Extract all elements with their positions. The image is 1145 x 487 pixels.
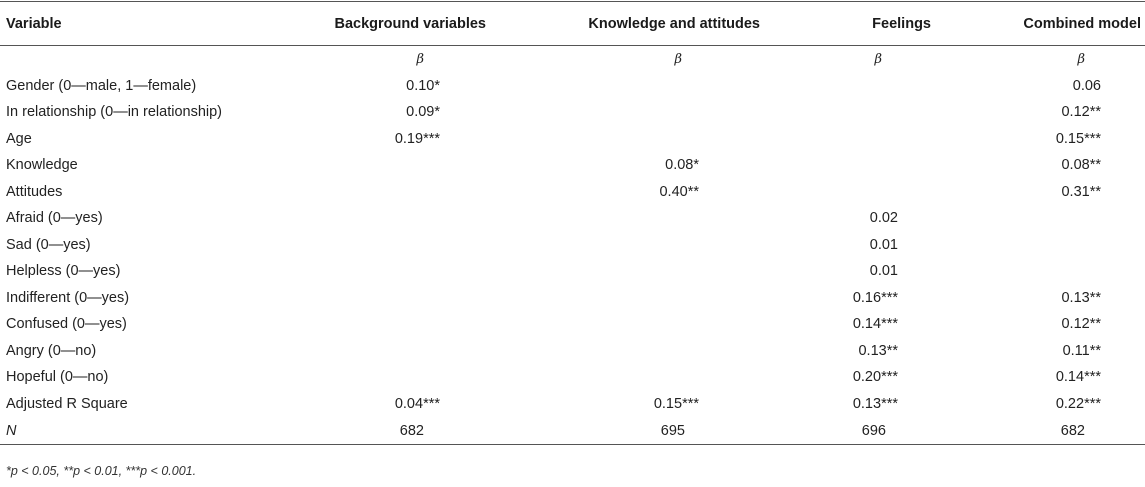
row-label: Sad (0—yes) [6, 236, 91, 253]
table-cell: 682 [935, 417, 1145, 445]
row-label: Gender (0—male, 1—female) [6, 77, 197, 94]
table-cell [300, 338, 515, 365]
table-cell: 0.01 [869, 236, 898, 253]
beta-row: β β β β [0, 46, 1145, 73]
row-label: N [0, 417, 300, 445]
table-cell: 0.14*** [852, 316, 898, 333]
table-cell: 0.13** [858, 342, 898, 359]
table-cell [785, 179, 935, 206]
row-label: Indifferent (0—yes) [6, 289, 130, 306]
table-cell [935, 205, 1145, 232]
header-row: Variable Background variables Knowledge … [0, 1, 1145, 46]
table-cell: 0.14*** [1055, 369, 1101, 386]
table-cell [515, 205, 785, 232]
table-cell [300, 152, 515, 179]
header-combined-model: Combined model [935, 1, 1145, 46]
row-label: In relationship (0—in relationship) [6, 104, 222, 121]
beta-cell: β [674, 51, 682, 67]
row-label: Helpless (0—yes) [6, 263, 121, 280]
table-cell: 0.01 [869, 263, 898, 280]
table-cell [300, 285, 515, 312]
table-cell: 0.08** [1061, 157, 1101, 174]
table-cell [515, 311, 785, 338]
table-cell [785, 73, 935, 100]
table-row: In relationship (0—in relationship) 0.09*… [0, 99, 1145, 126]
footnote: *p < 0.05, **p < 0.01, ***p < 0.001. [6, 464, 197, 478]
table-row: Afraid (0—yes) 0.02 [0, 205, 1145, 232]
table-row: Helpless (0—yes) 0.01 [0, 258, 1145, 285]
table-cell: 0.20*** [852, 369, 898, 386]
table-cell: 0.15*** [653, 395, 699, 412]
table-cell: 0.19*** [394, 130, 440, 147]
table-cell [515, 364, 785, 391]
table-cell [300, 205, 515, 232]
table-cell [515, 99, 785, 126]
table-cell: 0.12** [1061, 104, 1101, 121]
row-label: Confused (0—yes) [6, 316, 127, 333]
table-cell [785, 126, 935, 153]
header-feelings: Feelings [785, 1, 935, 46]
table-cell: 0.22*** [1055, 395, 1101, 412]
row-label: Hopeful (0—no) [6, 369, 109, 386]
header-background-variables: Background variables [300, 1, 515, 46]
table-row: Attitudes 0.40** 0.31** [0, 179, 1145, 206]
table-row: Confused (0—yes) 0.14*** 0.12** [0, 311, 1145, 338]
table-row: Indifferent (0—yes) 0.16*** 0.13** [0, 285, 1145, 312]
n-row: N 682 695 696 682 [0, 417, 1145, 445]
table-cell: 0.10* [406, 77, 440, 94]
table-row: Adjusted R Square 0.04*** 0.15*** 0.13*** 0.… [0, 391, 1145, 418]
table-row: Sad (0—yes) 0.01 [0, 232, 1145, 259]
table-cell [785, 99, 935, 126]
regression-table: Variable Background variables Knowledge … [0, 1, 1145, 445]
table-cell [515, 232, 785, 259]
row-label: Angry (0—no) [6, 342, 97, 359]
table-cell [785, 152, 935, 179]
table-row: Knowledge 0.08* 0.08** [0, 152, 1145, 179]
table-cell: 0.31** [1061, 183, 1101, 200]
table-cell [935, 258, 1145, 285]
table-row: Gender (0—male, 1—female) 0.10* 0.06 [0, 73, 1145, 100]
table-cell [300, 258, 515, 285]
beta-cell: β [1077, 51, 1085, 67]
table-cell: 695 [515, 417, 785, 445]
table-cell: 0.12** [1061, 316, 1101, 333]
header-variable: Variable [0, 1, 300, 46]
table-cell: 0.13** [1061, 289, 1101, 306]
row-label: Adjusted R Square [6, 395, 128, 412]
beta-cell [0, 46, 300, 73]
table-cell [935, 232, 1145, 259]
beta-cell: β [416, 51, 424, 67]
table-cell [515, 73, 785, 100]
beta-cell: β [874, 51, 882, 67]
table-cell: 0.13*** [852, 395, 898, 412]
table-cell: 0.09* [406, 104, 440, 121]
table-cell [300, 179, 515, 206]
table-cell: 0.02 [869, 210, 898, 227]
table-cell [515, 258, 785, 285]
table-cell: 0.06 [1072, 77, 1101, 94]
table-cell [300, 311, 515, 338]
table-cell: 0.15*** [1055, 130, 1101, 147]
table-cell [300, 364, 515, 391]
table-cell: 682 [300, 417, 515, 445]
row-label: Afraid (0—yes) [6, 210, 103, 227]
table-cell: 0.40** [659, 183, 699, 200]
table-cell [300, 232, 515, 259]
row-label: Knowledge [6, 157, 78, 174]
row-label: Attitudes [6, 183, 63, 200]
table-cell: 0.08* [665, 157, 699, 174]
table-cell [515, 338, 785, 365]
row-label: Age [6, 130, 32, 147]
table-cell: 0.16*** [852, 289, 898, 306]
table-row: Age 0.19*** 0.15*** [0, 126, 1145, 153]
table-cell: 0.04*** [394, 395, 440, 412]
header-knowledge-attitudes: Knowledge and attitudes [515, 1, 785, 46]
table-row: Angry (0—no) 0.13** 0.11** [0, 338, 1145, 365]
table-row: Hopeful (0—no) 0.20*** 0.14*** [0, 364, 1145, 391]
table-cell: 696 [785, 417, 935, 445]
table-cell: 0.11** [1062, 342, 1101, 359]
table-cell [515, 285, 785, 312]
table-cell [515, 126, 785, 153]
